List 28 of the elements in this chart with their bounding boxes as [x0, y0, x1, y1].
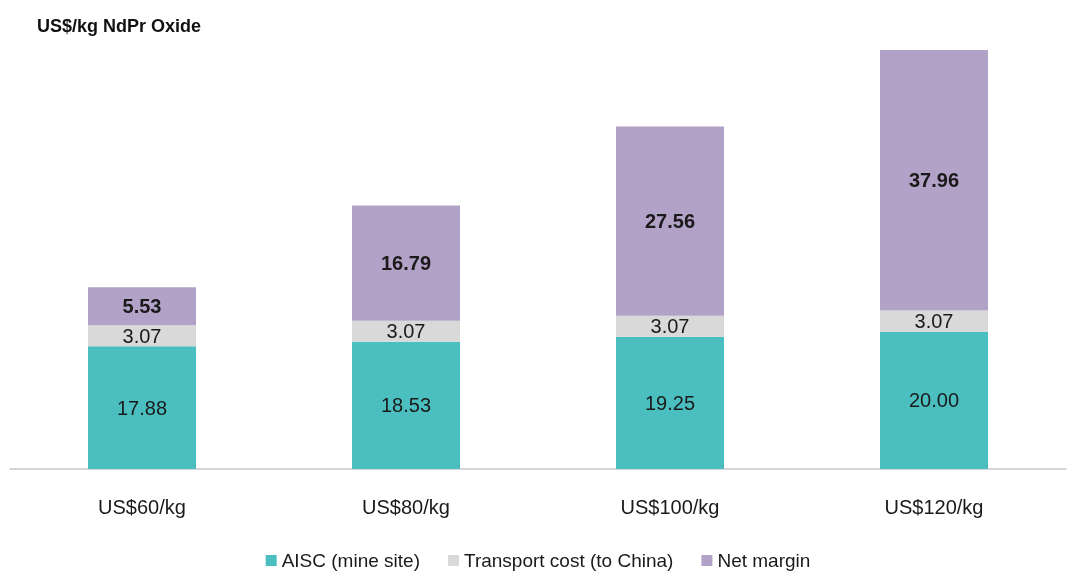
x-tick-label: US$80/kg [362, 496, 450, 518]
bar [88, 287, 196, 326]
data-label: 20.00 [908, 389, 960, 412]
x-tick-label: US$60/kg [98, 496, 186, 518]
data-label: 3.07 [650, 315, 690, 338]
data-label: 17.88 [116, 396, 168, 419]
legend-label: AISC (mine site) [281, 550, 420, 571]
bar [616, 336, 724, 469]
x-tick-label: US$100/kg [620, 496, 720, 518]
data-label: 5.53 [122, 295, 162, 318]
data-label: 27.56 [644, 210, 696, 233]
data-label: 37.96 [908, 169, 960, 192]
data-label: 3.07 [386, 320, 426, 343]
x-tick-label: US$120/kg [884, 496, 984, 518]
data-label: 19.25 [644, 391, 696, 414]
data-label: 16.79 [380, 252, 432, 275]
bar [616, 126, 724, 316]
bar [880, 50, 988, 311]
bar [88, 346, 196, 469]
bar [352, 341, 460, 469]
legend-label: Transport cost (to China) [463, 550, 674, 571]
data-label: 3.07 [914, 310, 954, 333]
data-label: 18.53 [380, 394, 432, 417]
bar [880, 331, 988, 469]
legend-label: Net margin [717, 550, 811, 571]
data-label: 3.07 [122, 324, 162, 347]
y-axis-title: US$/kg NdPr Oxide [37, 16, 202, 36]
bar [352, 205, 460, 321]
